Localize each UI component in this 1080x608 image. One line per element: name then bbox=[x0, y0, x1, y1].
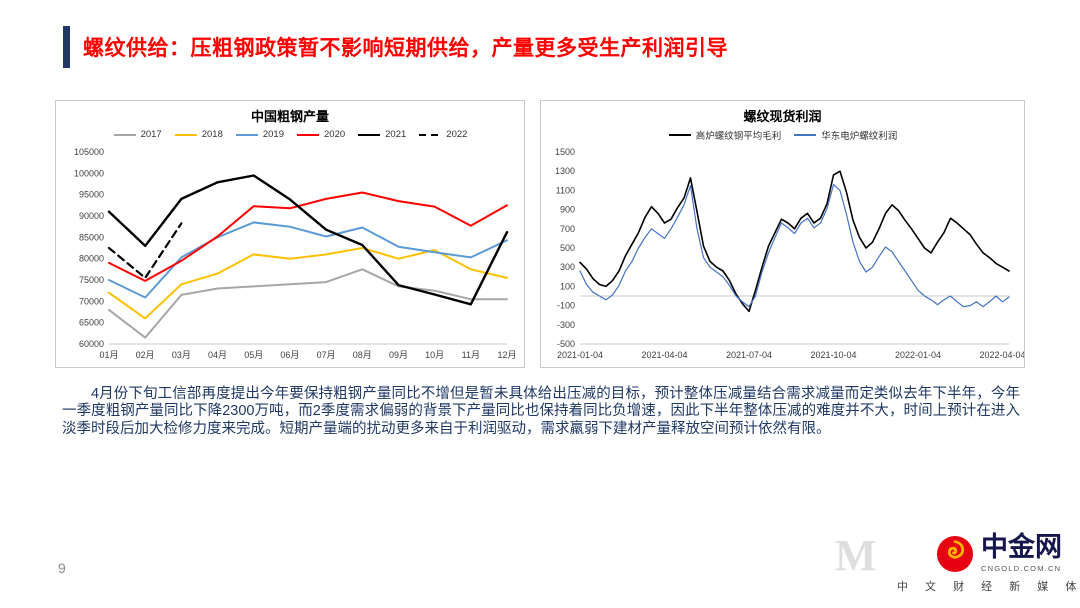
svg-text:09月: 09月 bbox=[389, 350, 408, 360]
page-number: 9 bbox=[58, 560, 66, 576]
chart-title: 中国粗钢产量 bbox=[250, 109, 329, 124]
rebar-spot-profit-chart: 螺纹现货利润 高炉螺纹钢平均毛利 华东电炉螺纹利润 -500 -300 -100 100… bbox=[540, 100, 1025, 368]
svg-text:07月: 07月 bbox=[317, 350, 336, 360]
slide-header: 螺纹供给：压粗钢政策暂不影响短期供给，产量更多受生产利润引导 bbox=[63, 26, 728, 68]
svg-text:2021-01-04: 2021-01-04 bbox=[557, 350, 603, 360]
brand-tagline: 中 文 财 经 新 媒 体 bbox=[897, 581, 1080, 593]
svg-text:95000: 95000 bbox=[79, 190, 104, 200]
svg-text:100000: 100000 bbox=[74, 168, 104, 178]
svg-text:-100: -100 bbox=[557, 301, 575, 311]
svg-text:06月: 06月 bbox=[280, 350, 299, 360]
chart-title: 螺纹现货利润 bbox=[743, 109, 822, 124]
svg-text:1300: 1300 bbox=[555, 166, 575, 176]
brand-domain: CNGOLD.COM.CN bbox=[981, 564, 1062, 573]
cngold-logo-icon bbox=[936, 535, 974, 572]
svg-text:03月: 03月 bbox=[172, 350, 191, 360]
svg-text:1500: 1500 bbox=[555, 147, 575, 157]
svg-text:80000: 80000 bbox=[79, 254, 104, 264]
brand-name: 中金网 bbox=[981, 532, 1062, 562]
svg-text:2022-04-04: 2022-04-04 bbox=[979, 350, 1025, 360]
page-title: 螺纹供给：压粗钢政策暂不影响短期供给，产量更多受生产利润引导 bbox=[83, 37, 728, 60]
svg-text:85000: 85000 bbox=[79, 232, 104, 242]
legend-item: 2018 bbox=[174, 129, 223, 140]
svg-text:08月: 08月 bbox=[353, 350, 372, 360]
brand-block: 中金网 CNGOLD.COM.CN bbox=[981, 532, 1062, 574]
svg-text:2021-07-04: 2021-07-04 bbox=[726, 350, 772, 360]
svg-text:900: 900 bbox=[560, 205, 575, 215]
legend-item: 2020 bbox=[297, 129, 346, 140]
svg-text:70000: 70000 bbox=[79, 296, 104, 306]
logo-row: 中金网 CNGOLD.COM.CN bbox=[897, 534, 1062, 573]
svg-text:2021-04-04: 2021-04-04 bbox=[641, 350, 687, 360]
svg-text:02月: 02月 bbox=[136, 350, 155, 360]
svg-text:12月: 12月 bbox=[497, 350, 516, 360]
legend-item: 2022 bbox=[419, 129, 468, 140]
chart-legend: 2017 2018 2019 2020 2021 2022 bbox=[56, 127, 524, 142]
svg-text:60000: 60000 bbox=[79, 339, 104, 349]
svg-text:-500: -500 bbox=[557, 339, 575, 349]
svg-text:1100: 1100 bbox=[556, 185, 575, 195]
svg-text:105000: 105000 bbox=[74, 147, 104, 157]
svg-text:100: 100 bbox=[560, 281, 575, 291]
chart-plot-area: -500 -300 -100 100 300 500 700 900 1100 1300 1500 2… bbox=[555, 147, 1024, 360]
crude-steel-production-chart: 中国粗钢产量 2017 2018 2019 2020 2021 2022 60000 650… bbox=[55, 100, 525, 368]
watermark-text: M bbox=[835, 531, 877, 580]
chart-legend: 高炉螺纹钢平均毛利 华东电炉螺纹利润 bbox=[541, 127, 1024, 142]
legend-item: 2019 bbox=[235, 129, 284, 140]
svg-text:2022-01-04: 2022-01-04 bbox=[895, 350, 941, 360]
svg-text:-300: -300 bbox=[557, 320, 575, 330]
svg-text:65000: 65000 bbox=[79, 318, 104, 328]
svg-text:300: 300 bbox=[560, 262, 575, 272]
svg-text:10月: 10月 bbox=[425, 350, 444, 360]
legend-item: 2021 bbox=[358, 129, 407, 140]
chart-plot-area: 60000 65000 70000 75000 80000 85000 90000 95000… bbox=[74, 147, 517, 360]
legend-item: 华东电炉螺纹利润 bbox=[794, 130, 898, 142]
svg-text:01月: 01月 bbox=[99, 350, 118, 360]
charts-row: 中国粗钢产量 2017 2018 2019 2020 2021 2022 60000 650… bbox=[55, 100, 1025, 368]
legend-item: 高炉螺纹钢平均毛利 bbox=[668, 130, 782, 142]
legend-item: 2017 bbox=[113, 129, 162, 140]
svg-text:500: 500 bbox=[560, 243, 575, 253]
svg-text:75000: 75000 bbox=[79, 275, 104, 285]
svg-text:11月: 11月 bbox=[462, 350, 480, 360]
brand-footer: M 中金网 CNGOLD.COM.CN 中 文 财 经 新 媒 体 bbox=[835, 531, 1080, 594]
svg-text:2021-10-04: 2021-10-04 bbox=[810, 350, 856, 360]
commentary-paragraph: 4月份下旬工信部再度提出今年要保持粗钢产量同比不增但是暂未具体给出压减的目标，预… bbox=[62, 386, 1020, 437]
title-accent-bar bbox=[63, 26, 70, 68]
svg-text:04月: 04月 bbox=[208, 350, 227, 360]
svg-text:05月: 05月 bbox=[244, 350, 263, 360]
svg-text:700: 700 bbox=[560, 224, 575, 234]
svg-text:90000: 90000 bbox=[79, 211, 104, 221]
